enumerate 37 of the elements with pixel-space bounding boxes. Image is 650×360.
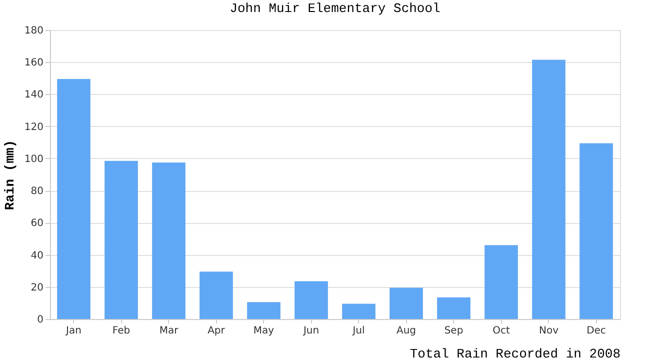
bar bbox=[484, 245, 518, 319]
x-tick-label: Nov bbox=[538, 326, 559, 336]
bar bbox=[342, 304, 376, 319]
x-tick-label: Aug bbox=[396, 326, 416, 336]
x-tick-label: May bbox=[253, 326, 274, 336]
y-tick-label: 140 bbox=[24, 90, 44, 101]
bar bbox=[437, 297, 470, 319]
x-tick-label: Jan bbox=[65, 326, 82, 336]
chart-title: John Muir Elementary School bbox=[230, 1, 441, 16]
bar bbox=[294, 281, 328, 319]
x-tick-label: Mar bbox=[159, 326, 180, 336]
x-tick-label: Dec bbox=[586, 326, 606, 336]
x-axis-title: Total Rain Recorded in 2008 bbox=[410, 346, 620, 360]
x-tick-label: Feb bbox=[112, 326, 130, 336]
x-tick-label: Apr bbox=[208, 326, 226, 336]
x-tick-label: Jun bbox=[302, 326, 320, 336]
y-tick-label: 60 bbox=[30, 218, 44, 230]
y-tick-label: 160 bbox=[24, 58, 44, 69]
bar bbox=[580, 143, 613, 319]
y-tick-label: 100 bbox=[24, 154, 44, 165]
x-tick-label: Sep bbox=[444, 326, 464, 336]
bar bbox=[532, 60, 566, 319]
bar bbox=[57, 78, 90, 319]
bar bbox=[247, 302, 280, 319]
bar bbox=[152, 162, 186, 319]
bar bbox=[200, 272, 233, 319]
bar bbox=[390, 288, 423, 319]
y-axis-title: Rain (mm) bbox=[2, 140, 18, 210]
y-tick-label: 20 bbox=[30, 282, 44, 294]
y-tick-label: 0 bbox=[37, 314, 44, 326]
x-tick-label: Jul bbox=[352, 326, 365, 336]
bar bbox=[104, 160, 138, 319]
y-tick-label: 180 bbox=[24, 26, 44, 36]
y-tick-label: 80 bbox=[30, 186, 44, 198]
y-tick-label: 40 bbox=[30, 250, 44, 262]
y-tick-label: 120 bbox=[24, 122, 44, 133]
x-tick-label: Oct bbox=[492, 326, 510, 336]
